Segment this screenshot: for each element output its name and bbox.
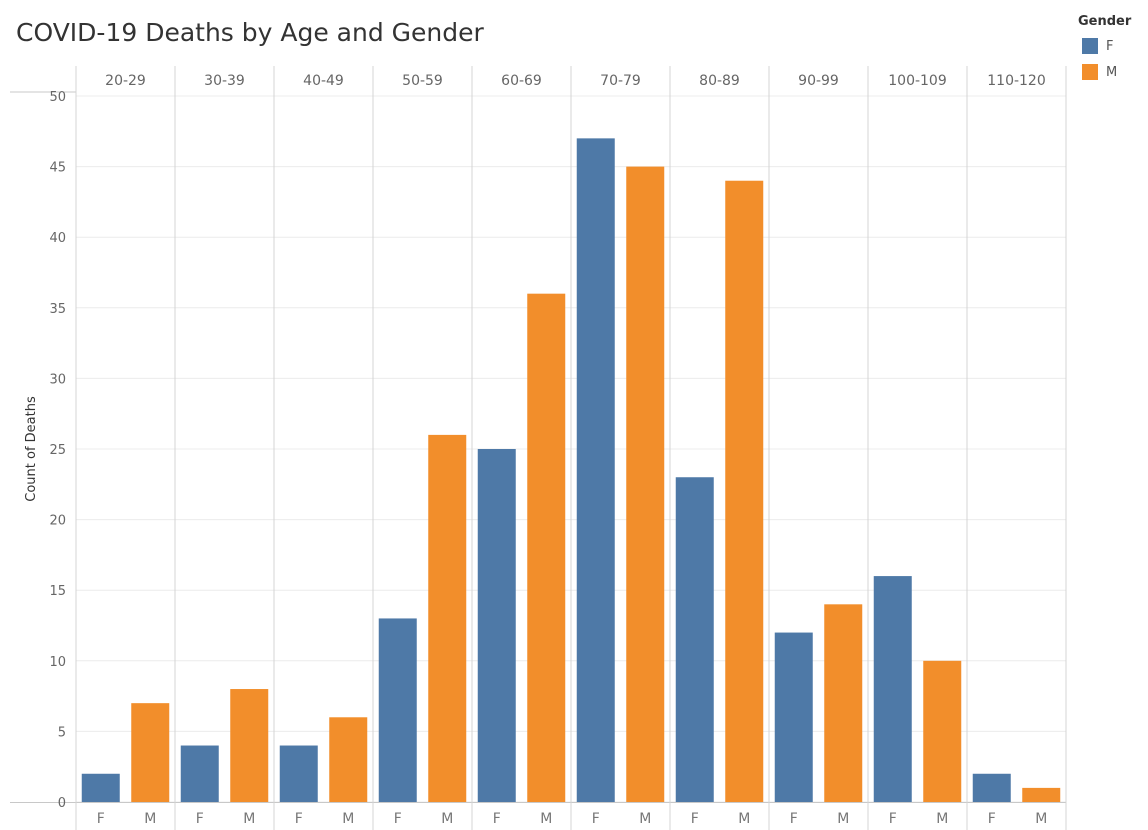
bar-m-70-79 — [626, 166, 665, 803]
gender-tick-label: M — [441, 811, 453, 827]
legend-label-m: M — [1106, 64, 1118, 80]
legend-swatch-m — [1082, 64, 1098, 80]
y-tick-label: 0 — [58, 796, 66, 811]
age-group-label: 40-49 — [303, 73, 344, 89]
age-group-label: 80-89 — [699, 73, 740, 89]
legend-swatch-f — [1082, 38, 1098, 54]
gender-tick-label: M — [936, 811, 948, 827]
gender-tick-label: M — [738, 811, 750, 827]
y-axis-label: Count of Deaths — [24, 396, 39, 502]
age-group-label: 70-79 — [600, 73, 641, 89]
y-tick-label: 20 — [49, 514, 66, 529]
legend-title: Gender — [1078, 14, 1132, 29]
age-group-label: 60-69 — [501, 73, 542, 89]
y-tick-label: 30 — [49, 372, 66, 387]
gender-tick-label: F — [988, 811, 996, 827]
age-group-label: 20-29 — [105, 73, 146, 89]
bar-f-100-109 — [873, 576, 912, 802]
gender-tick-label: M — [639, 811, 651, 827]
gender-tick-label: M — [243, 811, 255, 827]
gender-tick-label: M — [144, 811, 156, 827]
y-tick-label: 10 — [49, 655, 66, 670]
y-tick-label: 40 — [49, 231, 66, 246]
bar-m-80-89 — [725, 180, 764, 803]
legend-label-f: F — [1106, 38, 1114, 54]
bar-m-30-39 — [230, 689, 269, 802]
y-tick-label: 50 — [49, 90, 66, 105]
gender-tick-label: M — [540, 811, 552, 827]
legend-item-m[interactable]: M — [1078, 59, 1146, 85]
bar-f-70-79 — [576, 138, 615, 803]
y-tick-label: 35 — [49, 302, 66, 317]
bar-m-110-120 — [1022, 787, 1061, 802]
bar-m-100-109 — [923, 660, 962, 802]
gender-tick-label: M — [837, 811, 849, 827]
gender-tick-label: F — [97, 811, 105, 827]
age-group-label: 50-59 — [402, 73, 443, 89]
gender-tick-label: F — [196, 811, 204, 827]
gender-tick-label: M — [342, 811, 354, 827]
age-group-label: 90-99 — [798, 73, 839, 89]
bar-f-90-99 — [774, 632, 813, 802]
y-tick-label: 45 — [49, 161, 66, 176]
bar-f-20-29 — [81, 773, 120, 802]
bar-m-90-99 — [824, 604, 863, 802]
bar-m-60-69 — [527, 293, 566, 802]
age-group-label: 110-120 — [987, 73, 1046, 89]
legend-item-f[interactable]: F — [1078, 33, 1146, 59]
legend: Gender F M — [1078, 14, 1146, 85]
bar-m-40-49 — [329, 717, 368, 802]
gender-tick-label: F — [592, 811, 600, 827]
bar-m-50-59 — [428, 434, 467, 802]
bar-f-110-120 — [972, 773, 1011, 802]
y-tick-label: 5 — [58, 725, 66, 740]
gender-tick-label: M — [1035, 811, 1047, 827]
gender-tick-label: F — [889, 811, 897, 827]
y-tick-label: 15 — [49, 584, 66, 599]
bar-f-30-39 — [180, 745, 219, 802]
bar-m-20-29 — [131, 703, 170, 802]
bar-f-80-89 — [675, 477, 714, 802]
gender-tick-label: F — [691, 811, 699, 827]
y-tick-label: 25 — [49, 443, 66, 458]
gender-tick-label: F — [295, 811, 303, 827]
gender-tick-label: F — [394, 811, 402, 827]
bar-f-40-49 — [279, 745, 318, 802]
chart-title: COVID-19 Deaths by Age and Gender — [16, 18, 484, 47]
bar-f-50-59 — [378, 618, 417, 802]
bar-f-60-69 — [477, 449, 516, 802]
gender-tick-label: F — [493, 811, 501, 827]
gender-tick-label: F — [790, 811, 798, 827]
age-group-label: 30-39 — [204, 73, 245, 89]
age-group-label: 100-109 — [888, 73, 947, 89]
